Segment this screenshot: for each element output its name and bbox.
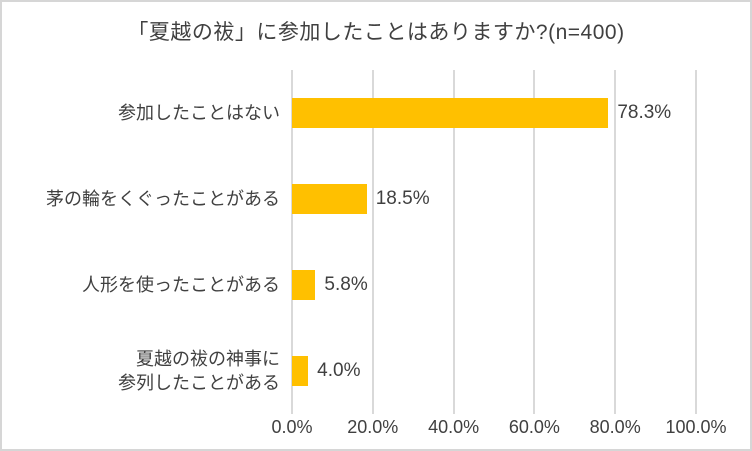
x-tick-label-1: 20.0% [347, 417, 399, 437]
gridline-0.0% [291, 70, 293, 414]
x-tick-label-5: 100.0% [665, 417, 727, 437]
value-label-3: 4.0% [317, 360, 361, 381]
x-tick-label-4: 80.0% [589, 417, 641, 437]
category-label-1: 茅の輪をくぐったことがある [46, 188, 280, 209]
gridline-40.0% [452, 70, 455, 414]
gridline-60.0% [533, 70, 536, 414]
x-tick-label-2: 40.0% [428, 417, 480, 437]
gridline-20.0% [371, 70, 374, 414]
bar-2 [292, 270, 316, 300]
category-label-2: 人形を使ったことがある [82, 274, 280, 295]
bar-3 [292, 356, 309, 386]
gridline-100.0% [695, 70, 697, 414]
x-tick-label-0: 0.0% [271, 417, 313, 437]
value-label-2: 5.8% [324, 274, 368, 295]
value-label-1: 18.5% [375, 188, 430, 209]
value-label-0: 78.3% [617, 102, 672, 123]
bar-1 [292, 184, 367, 214]
x-tick-label-3: 60.0% [508, 417, 560, 437]
chart-title: 「夏越の祓」に参加したことはありますか?(n=400) [127, 21, 625, 44]
category-label-3: 夏越の祓の神事に 参列したことがある [118, 348, 280, 393]
bar-0 [292, 98, 609, 128]
plot-area [291, 70, 697, 414]
category-label-0: 参加したことはない [118, 102, 280, 123]
gridline-80.0% [614, 70, 617, 414]
